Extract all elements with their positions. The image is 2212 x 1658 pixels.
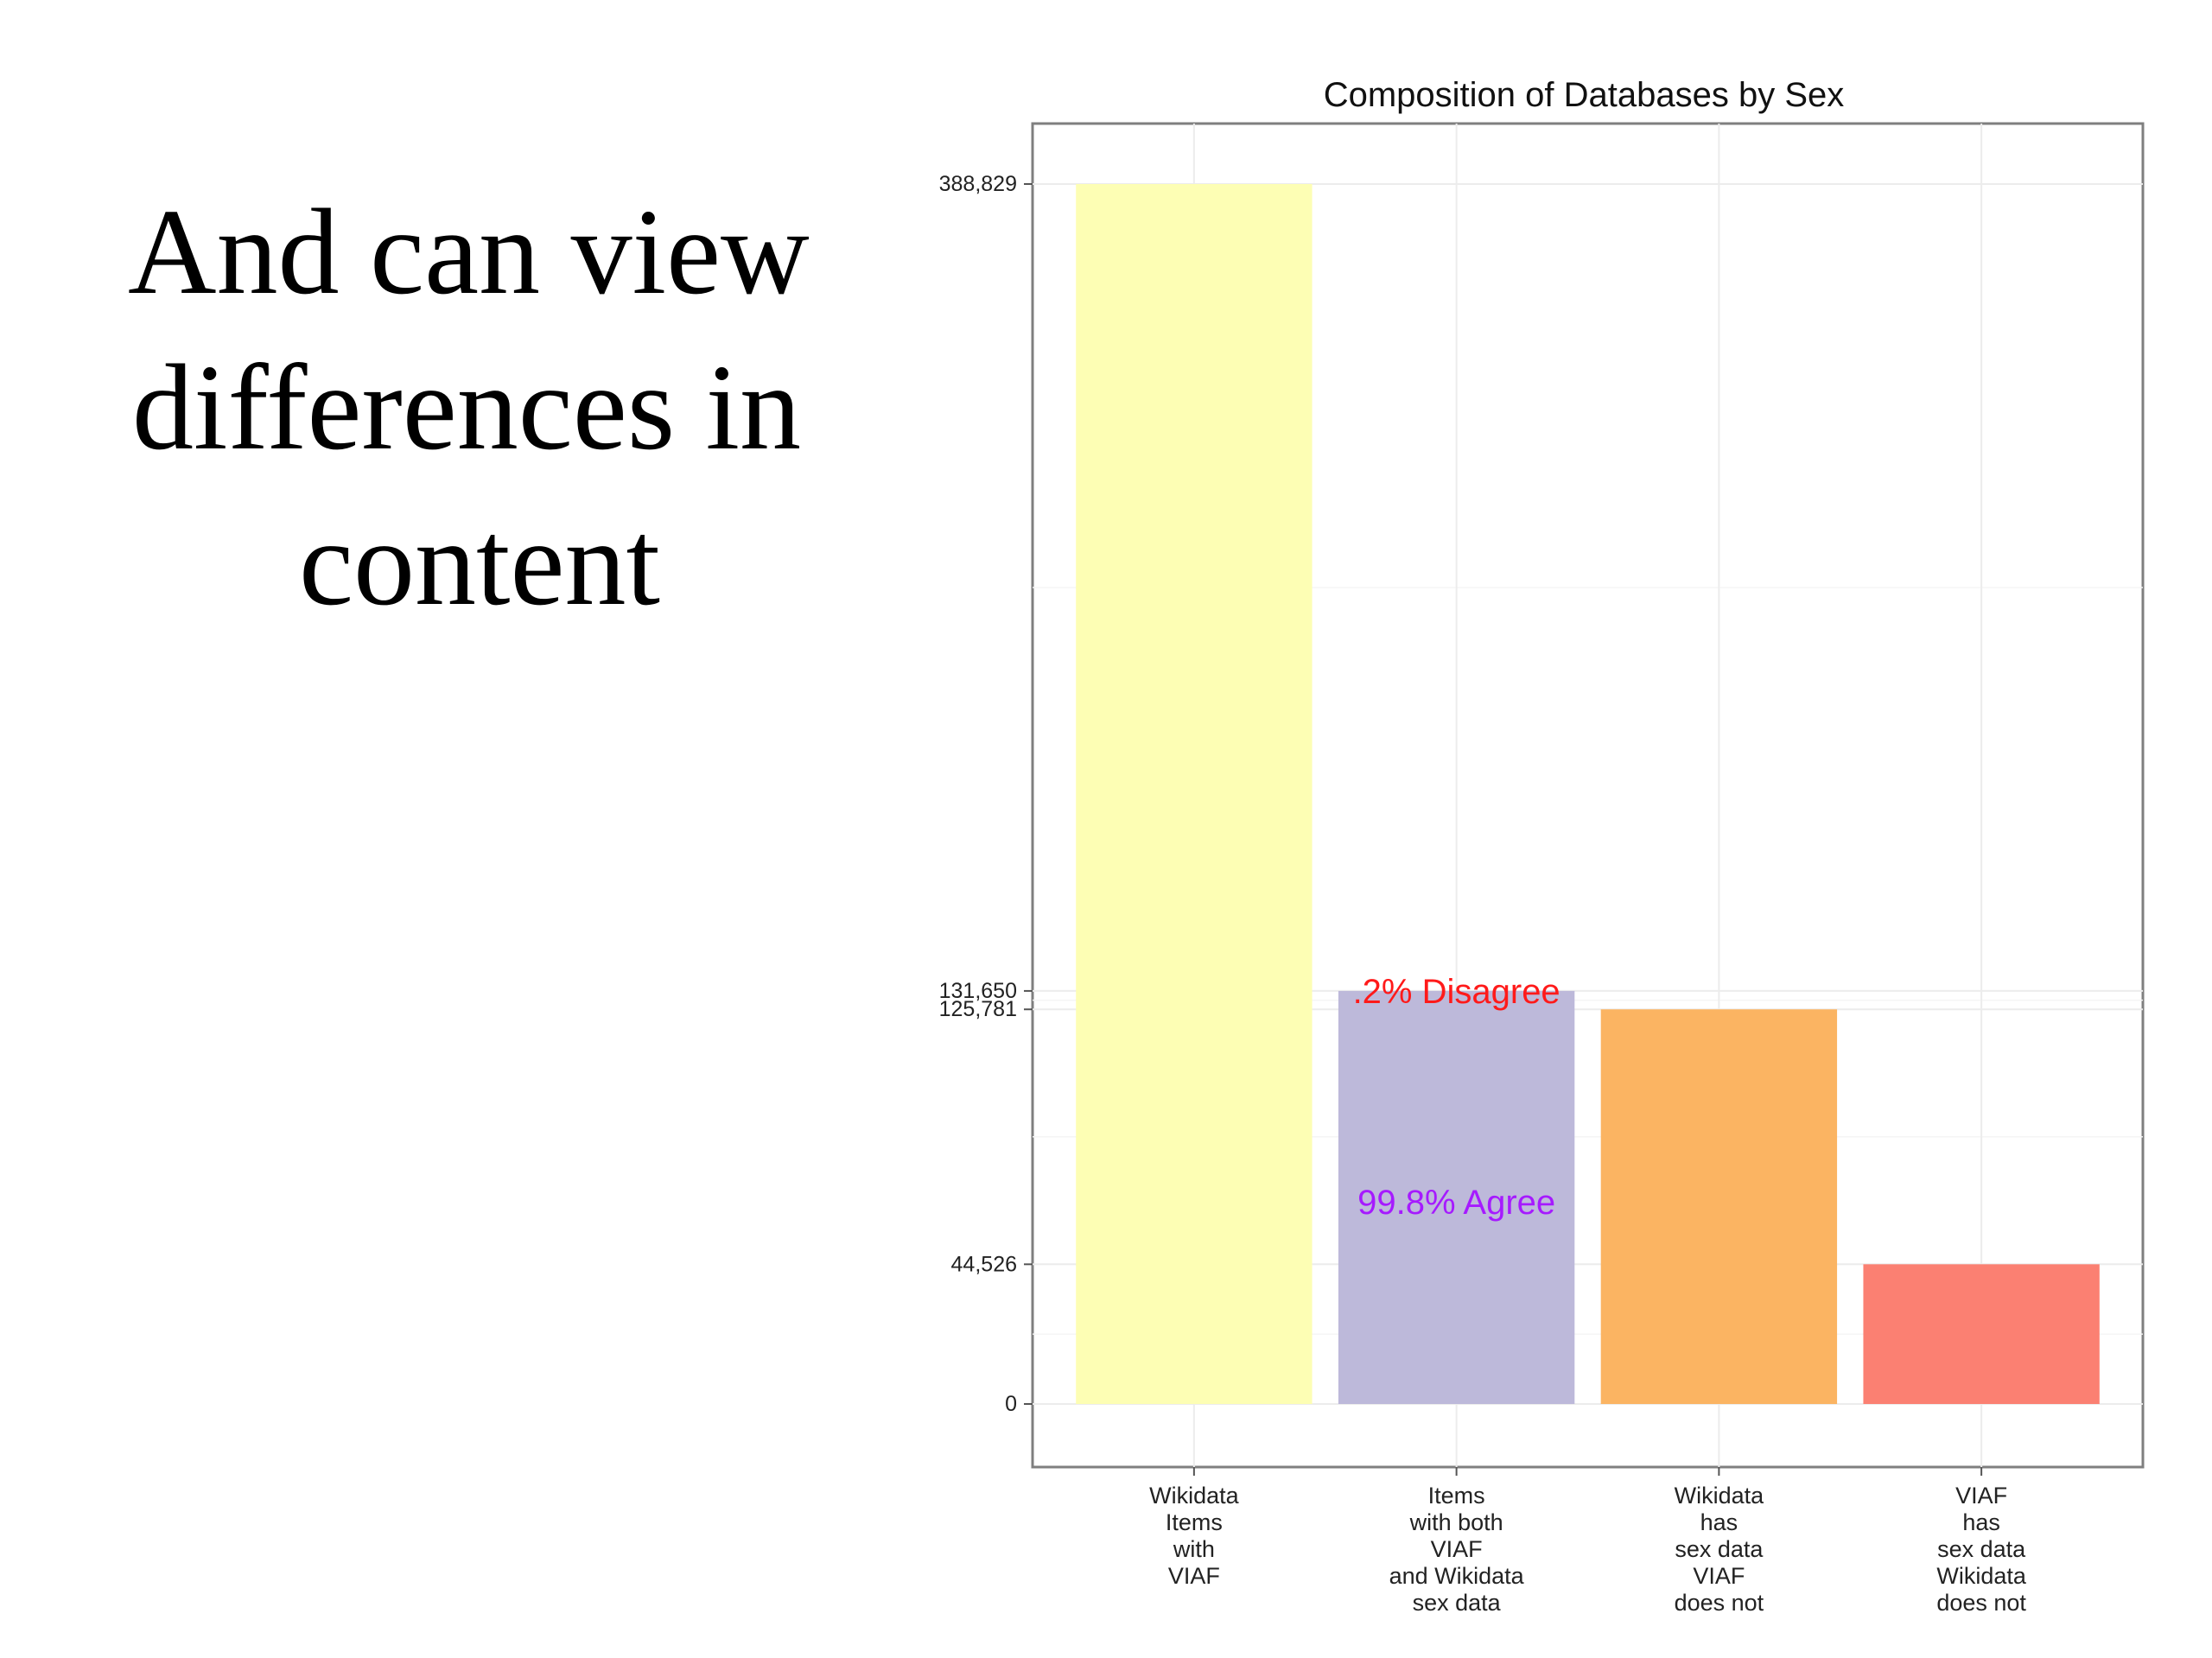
bars-layer <box>1076 184 2100 1404</box>
slide-title-line-3: content <box>299 494 660 631</box>
slide-title-line-2: differences in <box>132 339 802 475</box>
slide-title-line-1: And can view <box>128 183 810 320</box>
y-tick-label: 131,650 <box>939 979 1017 1003</box>
chart-title: Composition of Databases by Sex <box>1324 76 1845 114</box>
bar <box>1600 1009 1838 1404</box>
x-tick-label: Wikidata has sex data VIAF does not <box>1675 1483 1765 1616</box>
annotations-layer: .2% Disagree 99.8% Agree <box>1353 973 1560 1222</box>
x-axis: Wikidata Items with VIAF Items with both VIAF a… <box>1149 1467 2027 1616</box>
y-tick-label: 44,526 <box>951 1252 1017 1276</box>
x-tick-label: VIAF has sex data Wikidata does not <box>1936 1483 2027 1616</box>
slide-title: And can view differences in content <box>52 164 933 648</box>
y-tick-label: 388,829 <box>939 172 1017 196</box>
annotation-label: 99.8% Agree <box>1357 1184 1555 1222</box>
x-tick-label: Items with both VIAF and Wikidata sex data <box>1389 1483 1525 1616</box>
bar <box>1338 990 1575 1404</box>
annotation-label: .2% Disagree <box>1353 973 1560 1011</box>
y-tick-label: 125,781 <box>939 997 1017 1021</box>
y-tick-label: 0 <box>1005 1392 1017 1416</box>
bar <box>1076 184 1313 1404</box>
x-tick-label: Wikidata Items with VIAF <box>1149 1483 1240 1589</box>
bar <box>1863 1264 2100 1404</box>
